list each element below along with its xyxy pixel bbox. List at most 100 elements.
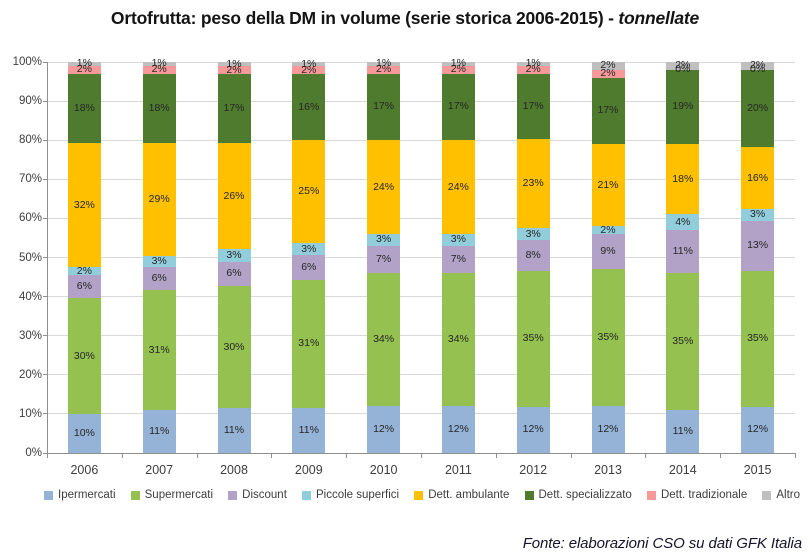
bar-segment-altro	[367, 62, 401, 66]
y-axis	[47, 62, 48, 453]
gridline	[47, 335, 795, 337]
y-axis-tick	[43, 217, 47, 219]
bar-segment-label: 3%	[450, 233, 466, 246]
bar-segment-altro	[142, 62, 176, 66]
bar-segment-dett-specializzato	[142, 73, 176, 144]
y-axis-tick	[43, 257, 47, 258]
legend-item-piccole-superfici: Piccole superfici	[302, 489, 399, 501]
bar-segment-altro	[741, 62, 775, 70]
bar-segment-altro	[292, 62, 326, 67]
bar-segment-label: 26%	[223, 189, 245, 202]
bar-segment-discount	[142, 267, 176, 291]
legend-swatch-icon	[646, 490, 656, 500]
legend-swatch-icon	[130, 490, 140, 500]
bar-segment-label: 11%	[223, 424, 245, 437]
y-axis-label: 80%	[18, 134, 42, 147]
bar-segment-ipermercati	[217, 408, 251, 453]
y-axis-tick	[43, 335, 47, 337]
bar-segment-label: 3%	[226, 248, 242, 261]
y-axis-label: 90%	[18, 95, 42, 108]
bar-segment-label: 11%	[149, 425, 170, 438]
bar-segment-label: 1%	[226, 57, 242, 70]
legend-item-discount: Discount	[228, 489, 287, 501]
bar-segment-supermercati	[367, 273, 401, 407]
bar-segment-label: 17%	[373, 100, 395, 113]
x-axis-tick	[421, 454, 422, 458]
bar-segment-label: 3%	[525, 227, 541, 240]
bar-segment-piccole-superfici	[666, 214, 700, 231]
gridline	[47, 100, 795, 102]
bar-segment-label: 25%	[298, 185, 320, 198]
bar-segment-dett-ambulante	[292, 140, 326, 244]
legend-swatch-icon	[762, 490, 772, 500]
legend-item-ipermercati: Ipermercati	[44, 489, 116, 501]
bar-segment-piccole-superfici	[367, 234, 401, 246]
bar-segment-label: 3%	[151, 254, 167, 267]
x-axis-label: 2014	[668, 463, 697, 477]
legend-label: Altro	[776, 489, 800, 501]
bar-segment-dett-tradizionale	[217, 66, 251, 75]
bar-segment-label: 2%	[600, 223, 616, 236]
bar-segment-piccole-superfici	[292, 243, 326, 256]
bar-segment-label: 31%	[298, 337, 320, 350]
y-axis-label: 20%	[18, 368, 42, 381]
bar-segment-discount	[367, 245, 401, 274]
x-axis-tick	[196, 454, 198, 458]
bar-segment-label: 2%	[76, 264, 92, 277]
bar-segment-label: 31%	[148, 343, 170, 356]
bar-segment-label: 6%	[226, 267, 242, 280]
bar-segment-label: 1%	[76, 57, 92, 70]
bar-segment-discount	[516, 240, 550, 272]
bar-segment-discount	[591, 234, 625, 270]
bar-segment-supermercati	[67, 298, 101, 415]
bar-segment-label: 17%	[597, 104, 619, 117]
bar-segment-dett-tradizionale	[292, 66, 326, 75]
bar-segment-label: 11%	[672, 424, 693, 437]
bar-segment-supermercati	[142, 290, 176, 411]
legend-swatch-icon	[228, 490, 238, 500]
bar-segment-label: 34%	[373, 333, 395, 346]
x-axis	[47, 453, 796, 454]
gridline	[47, 296, 795, 298]
y-axis-tick	[43, 139, 47, 141]
bar-segment-dett-specializzato	[367, 73, 401, 141]
bar-segment-dett-specializzato	[67, 73, 101, 144]
gridline	[47, 139, 795, 141]
bar-segment-label: 0%	[675, 63, 691, 76]
source-note: Fonte: elaborazioni CSO su dati GFK Ital…	[522, 535, 802, 552]
bar-segment-altro	[666, 62, 700, 70]
bar-segment-discount	[441, 245, 475, 274]
bar-segment-label: 1%	[376, 57, 392, 70]
gridline	[47, 61, 795, 63]
bar-segment-dett-tradizionale	[516, 65, 550, 74]
bar-segment-label: 23%	[522, 177, 544, 190]
bar-segment-dett-specializzato	[741, 69, 775, 148]
x-axis-tick	[271, 454, 273, 458]
bar-segment-piccole-superfici	[591, 226, 625, 235]
bar-segment-label: 19%	[672, 100, 694, 113]
legend-swatch-icon	[44, 490, 53, 500]
legend-label: Dett. tradizionale	[660, 489, 748, 501]
gridline	[47, 413, 795, 415]
bar-segment-label: 18%	[672, 172, 694, 185]
x-axis-label: 2015	[743, 463, 772, 477]
bar-segment-ipermercati	[591, 406, 625, 453]
legend-swatch-icon	[302, 490, 311, 500]
bar-segment-dett-specializzato	[666, 69, 700, 145]
chart-legend: Ipermercati Supermercati Discount Piccole s…	[44, 487, 800, 503]
bar-segment-label: 35%	[597, 331, 619, 344]
x-axis-tick	[346, 454, 348, 458]
bar-segment-label: 21%	[597, 178, 619, 191]
bar-segment-label: 2%	[151, 63, 167, 76]
legend-swatch-icon	[414, 490, 424, 500]
y-axis-tick	[43, 296, 47, 298]
gridline	[47, 257, 795, 258]
bar-segment-label: 3%	[301, 242, 317, 255]
bar-segment-label: 30%	[73, 349, 95, 362]
x-axis-tick	[495, 454, 497, 458]
legend-label: Supermercati	[144, 489, 214, 501]
bar-segment-dett-ambulante	[741, 147, 775, 210]
y-axis-label: 0%	[25, 447, 42, 459]
bar-segment-discount	[741, 220, 775, 272]
y-axis-label: 40%	[18, 290, 42, 303]
